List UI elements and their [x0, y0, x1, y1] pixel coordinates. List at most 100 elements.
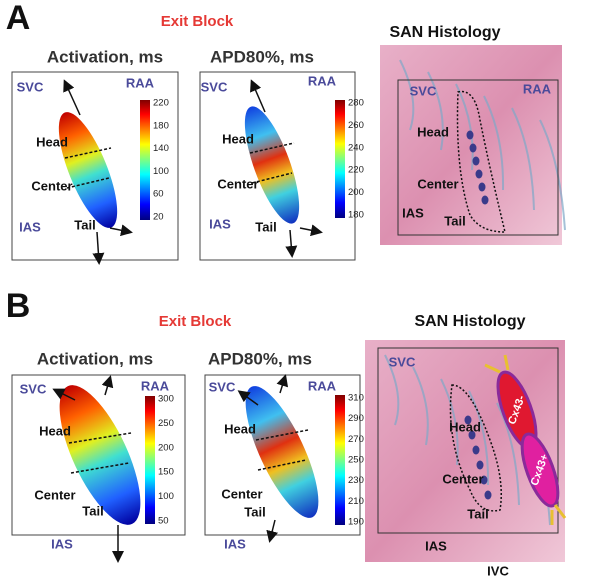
- region-label: Center: [221, 486, 262, 501]
- pacemaker-dot: [468, 430, 476, 440]
- pacemaker-dot: [475, 169, 483, 179]
- map-title: APD80%, ms: [210, 47, 314, 66]
- colorbar-tick-label: 100: [158, 491, 174, 502]
- colorbar-tick-label: 270: [348, 434, 364, 445]
- colorbar-tick-label: 220: [153, 98, 169, 109]
- collagen-streak: [384, 354, 400, 426]
- colorbar-tick-label: 300: [158, 394, 174, 405]
- region-label: Tail: [255, 219, 276, 234]
- conduction-arrow: [92, 231, 105, 265]
- conduction-arrow: [109, 224, 133, 237]
- map-title: Activation, ms: [37, 349, 153, 368]
- colorbar-tick-label: 20: [153, 212, 164, 223]
- conduction-arrow: [237, 390, 259, 406]
- colorbar-tick-label: 140: [153, 143, 169, 154]
- pacemaker-dot: [484, 490, 492, 500]
- histology-title: SAN Histology: [389, 24, 500, 41]
- conduction-arrow: [276, 374, 289, 394]
- collagen-streak: [468, 390, 490, 486]
- colorbar-tick-label: 230: [348, 475, 364, 486]
- pacemaker-dot: [464, 415, 472, 425]
- colorbar-tick-label: 250: [348, 455, 364, 466]
- pacemaker-dot: [478, 182, 486, 192]
- colorbar-tick-label: 310: [348, 393, 364, 404]
- region-label: SVC: [17, 79, 44, 94]
- activation-map: [245, 386, 319, 518]
- block-line: [68, 432, 132, 444]
- conduction-arrow: [299, 224, 323, 237]
- block-line: [66, 177, 110, 189]
- cell-process: [484, 363, 501, 374]
- colorbar-tick-label: 200: [348, 187, 364, 198]
- histology-region-label: IAS: [425, 538, 447, 553]
- pacemaker-dot: [472, 156, 480, 166]
- colorbar-tick-label: 180: [153, 120, 169, 131]
- histology-region-label: RAA: [523, 81, 552, 96]
- colorbar-tick-label: 150: [158, 467, 174, 478]
- colorbar-tick-label: 180: [348, 210, 364, 221]
- conduction-arrow: [52, 388, 76, 401]
- exit-block-label: Exit Block: [161, 13, 234, 30]
- histology-region-label: Head: [417, 124, 449, 139]
- activation-map: [244, 106, 300, 224]
- histology-region-label: Center: [442, 471, 483, 486]
- region-label: RAA: [308, 378, 337, 393]
- colorbar-tick-label: 50: [158, 516, 169, 527]
- activation-map: [58, 112, 118, 228]
- region-label: SVC: [20, 381, 47, 396]
- conduction-arrow: [63, 79, 81, 116]
- histology-frame: [377, 347, 559, 534]
- colorbar-tick-label: 260: [348, 120, 364, 131]
- region-label: IAS: [224, 536, 246, 551]
- region-label: Head: [36, 134, 68, 149]
- region-label: Tail: [244, 504, 265, 519]
- histology-title: SAN Histology: [414, 313, 525, 330]
- conduction-arrow: [285, 229, 298, 258]
- colorbar: [335, 100, 345, 218]
- region-label: Head: [39, 423, 71, 438]
- panel-label: A: [6, 0, 31, 37]
- histology-region-label: Head: [449, 419, 481, 434]
- histology-region-label: SVC: [389, 354, 416, 369]
- region-label: IAS: [51, 536, 73, 551]
- pacemaker-dot: [472, 445, 480, 455]
- conduction-arrow: [101, 375, 114, 396]
- colorbar-tick-label: 200: [158, 442, 174, 453]
- region-label: Center: [217, 176, 258, 191]
- block-line: [249, 142, 295, 154]
- colorbar-tick-label: 280: [348, 98, 364, 109]
- colorbar: [335, 395, 345, 525]
- colorbar-tick-label: 220: [348, 165, 364, 176]
- colorbar-tick-label: 210: [348, 496, 364, 507]
- map-title: Activation, ms: [47, 47, 163, 66]
- region-label: Head: [224, 421, 256, 436]
- colorbar: [140, 100, 150, 220]
- region-label: Center: [31, 178, 72, 193]
- collagen-streak: [399, 59, 415, 131]
- colorbar-tick-label: 250: [158, 418, 174, 429]
- histology-region-label: IVC: [487, 563, 509, 578]
- block-line: [251, 172, 293, 184]
- san-outline: [456, 90, 506, 233]
- histology-region-label: Tail: [467, 506, 488, 521]
- region-label: SVC: [201, 79, 228, 94]
- pacemaker-dot: [480, 475, 488, 485]
- block-line: [257, 459, 307, 471]
- collagen-streak: [412, 366, 429, 446]
- region-label: RAA: [126, 75, 155, 90]
- collagen-streak: [483, 95, 505, 191]
- pacemaker-dot: [469, 143, 477, 153]
- map-title: APD80%, ms: [208, 349, 312, 368]
- cell-process: [503, 354, 510, 371]
- region-label: Tail: [82, 503, 103, 518]
- region-label: SVC: [209, 379, 236, 394]
- region-label: RAA: [308, 73, 337, 88]
- cell-process: [553, 504, 567, 519]
- colorbar-tick-label: 290: [348, 413, 364, 424]
- collagen-streak: [511, 107, 535, 211]
- panel-label: B: [6, 287, 31, 325]
- exit-block-label: Exit Block: [159, 313, 232, 330]
- histology-region-label: Center: [417, 176, 458, 191]
- conduction-arrow: [266, 519, 279, 543]
